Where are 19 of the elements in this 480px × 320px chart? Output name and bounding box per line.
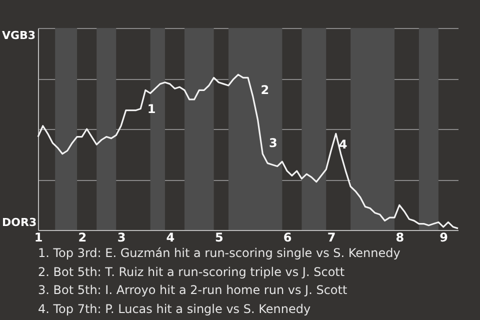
annotation: 3 [269, 136, 278, 150]
annotation: 4 [338, 138, 348, 152]
annotation: 1 [147, 102, 156, 116]
x-tick-label: 5 [215, 230, 224, 244]
x-tick-label: 4 [166, 230, 175, 244]
x-tick-label: 7 [327, 230, 336, 244]
text: 3. Bot 5th: I. Arroyo hit a 2-run home run vs J. Scott [38, 282, 348, 299]
x-tick-label: 6 [283, 230, 292, 244]
x-tick-label: 8 [396, 230, 404, 244]
text: 1. Top 3rd: E. Guzmán hit a run-scoring single vs S. Kennedy [38, 245, 400, 262]
text: VGB3 [2, 29, 36, 42]
x-tick-label: 1 [34, 230, 43, 244]
text: DOR3 [2, 216, 37, 229]
x-tick-label: 9 [440, 230, 448, 244]
annotation: 2 [260, 83, 270, 98]
text: 4. Top 7th: P. Lucas hit a single vs S. Kennedy [38, 300, 312, 318]
text: 2. Bot 5th: T. Ruiz hit a run-scoring triple vs J. Scott [38, 264, 346, 280]
x-tick-label: 2 [78, 230, 87, 244]
x-tick-label: 3 [117, 230, 126, 244]
